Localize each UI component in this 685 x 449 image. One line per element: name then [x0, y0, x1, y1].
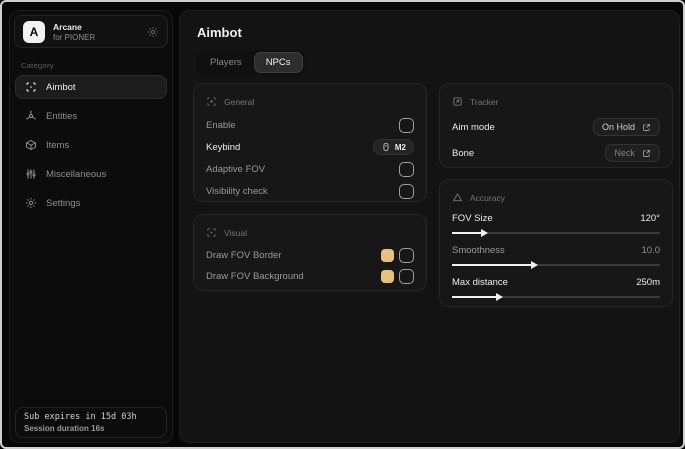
fov-border-checkbox[interactable]	[399, 248, 414, 263]
sidebar-item-items[interactable]: Items	[15, 133, 167, 157]
tracker-box-icon	[452, 96, 463, 107]
focus-eye-icon	[206, 227, 217, 238]
setting-label: Adaptive FOV	[206, 163, 266, 175]
setting-row-keybind: Keybind M2	[206, 136, 414, 158]
setting-label: Draw FOV Background	[206, 271, 304, 282]
gear-icon[interactable]	[147, 26, 159, 38]
setting-label: Smoothness	[452, 244, 505, 256]
adaptive-fov-checkbox[interactable]	[399, 161, 414, 177]
panel-title: Visual	[224, 227, 247, 238]
crosshair-icon	[25, 81, 37, 93]
smoothness-slider[interactable]	[452, 260, 660, 269]
aim-mode-select[interactable]: On Hold	[592, 118, 660, 136]
setting-row-adaptive-fov: Adaptive FOV	[206, 158, 414, 180]
panel-title: Tracker	[470, 96, 499, 107]
sidebar-item-label: Items	[46, 139, 70, 151]
setting-row-aim-mode: Aim mode On Hold	[452, 114, 660, 140]
brand-subtitle: for PIONER	[53, 32, 96, 42]
fov-size-slider[interactable]	[452, 228, 660, 237]
slider-track	[452, 295, 660, 298]
smoothness-value: 10.0	[641, 244, 661, 256]
sliders-icon	[25, 168, 37, 180]
target-tabs: Players NPCs	[196, 50, 305, 75]
session-duration-text: Session duration 16s	[24, 424, 105, 433]
slider-track	[452, 231, 660, 234]
sidebar-item-miscellaneous[interactable]: Miscellaneous	[15, 162, 167, 186]
sidebar-item-settings[interactable]: Settings	[15, 191, 167, 215]
enable-checkbox[interactable]	[399, 117, 414, 133]
visual-panel: Visual Draw FOV Border Draw FOV Backgrou…	[193, 214, 427, 291]
sidebar-item-label: Miscellaneous	[46, 168, 107, 180]
expand-icon	[642, 123, 651, 132]
sidebar-nav: Aimbot Entities	[15, 75, 167, 215]
setting-label: Keybind	[206, 141, 241, 153]
setting-label: Enable	[206, 119, 236, 131]
slider-thumb[interactable]	[452, 295, 496, 298]
panel-title: Accuracy	[470, 192, 505, 203]
setting-row-visibility-check: Visibility check	[206, 180, 414, 201]
sidebar-item-aimbot[interactable]: Aimbot	[15, 75, 167, 99]
tab-players[interactable]: Players	[210, 57, 242, 68]
slider-thumb[interactable]	[452, 231, 482, 234]
sidebar-item-entities[interactable]: Entities	[15, 104, 167, 128]
setting-label: Bone	[452, 147, 475, 159]
setting-label: Aim mode	[452, 121, 495, 133]
bone-select[interactable]: Neck	[605, 144, 660, 162]
setting-label: Max distance	[452, 276, 508, 288]
aim-mode-value: On Hold	[601, 122, 635, 132]
setting-row-bone: Bone Neck	[452, 140, 660, 166]
setting-row-enable: Enable	[206, 114, 414, 136]
setting-row-smoothness: Smoothness 10.0	[452, 242, 660, 269]
entities-icon	[25, 110, 37, 122]
setting-row-fov-size: FOV Size 120°	[452, 210, 660, 237]
visibility-check-checkbox[interactable]	[399, 183, 414, 199]
max-distance-slider[interactable]	[452, 292, 660, 301]
fov-background-color-swatch[interactable]	[381, 270, 394, 283]
sidebar-item-label: Settings	[46, 197, 81, 209]
slider-track	[452, 263, 660, 266]
brand-name: Arcane	[53, 21, 82, 32]
setting-label: Draw FOV Border	[206, 250, 282, 261]
crosshair-icon	[206, 96, 217, 107]
keybind-value: M2	[394, 142, 406, 152]
setting-row-max-distance: Max distance 250m	[452, 274, 660, 301]
fov-size-value: 120°	[640, 212, 660, 224]
expand-icon	[642, 149, 651, 158]
general-panel: General Enable Keybind M2 Adaptive	[193, 83, 427, 202]
mouse-icon	[381, 142, 391, 152]
keybind-button[interactable]: M2	[372, 139, 414, 155]
panel-title: General	[224, 96, 255, 107]
brand-logo: A	[23, 20, 45, 43]
brand-card: A Arcane for PIONER	[14, 15, 168, 48]
triangle-icon	[452, 192, 463, 203]
setting-label: Visibility check	[206, 185, 268, 197]
main-panel: Aimbot Players NPCs General Enable Keybi…	[179, 10, 680, 443]
sidebar: A Arcane for PIONER Category	[9, 10, 173, 443]
setting-row-fov-background: Draw FOV Background	[206, 266, 414, 287]
accuracy-panel: Accuracy FOV Size 120° Smoothness 10.0	[439, 179, 673, 307]
setting-label: FOV Size	[452, 212, 493, 224]
setting-row-fov-border: Draw FOV Border	[206, 245, 414, 266]
tracker-panel: Tracker Aim mode On Hold Bone Neck	[439, 83, 673, 168]
fov-background-checkbox[interactable]	[399, 269, 414, 284]
max-distance-value: 250m	[636, 276, 660, 288]
sidebar-item-label: Aimbot	[46, 81, 76, 93]
sub-expiry-text: Sub expires in 15d 03h	[24, 412, 137, 422]
tab-npcs[interactable]: NPCs	[253, 52, 303, 73]
subscription-info: Sub expires in 15d 03h Session duration …	[15, 407, 167, 438]
category-label: Category	[21, 61, 54, 70]
package-icon	[25, 139, 37, 151]
fov-border-color-swatch[interactable]	[381, 249, 394, 262]
bone-value: Neck	[614, 148, 635, 158]
sidebar-item-label: Entities	[46, 110, 78, 122]
page-title: Aimbot	[197, 25, 242, 40]
gear-icon	[25, 197, 37, 209]
slider-thumb[interactable]	[452, 263, 532, 266]
